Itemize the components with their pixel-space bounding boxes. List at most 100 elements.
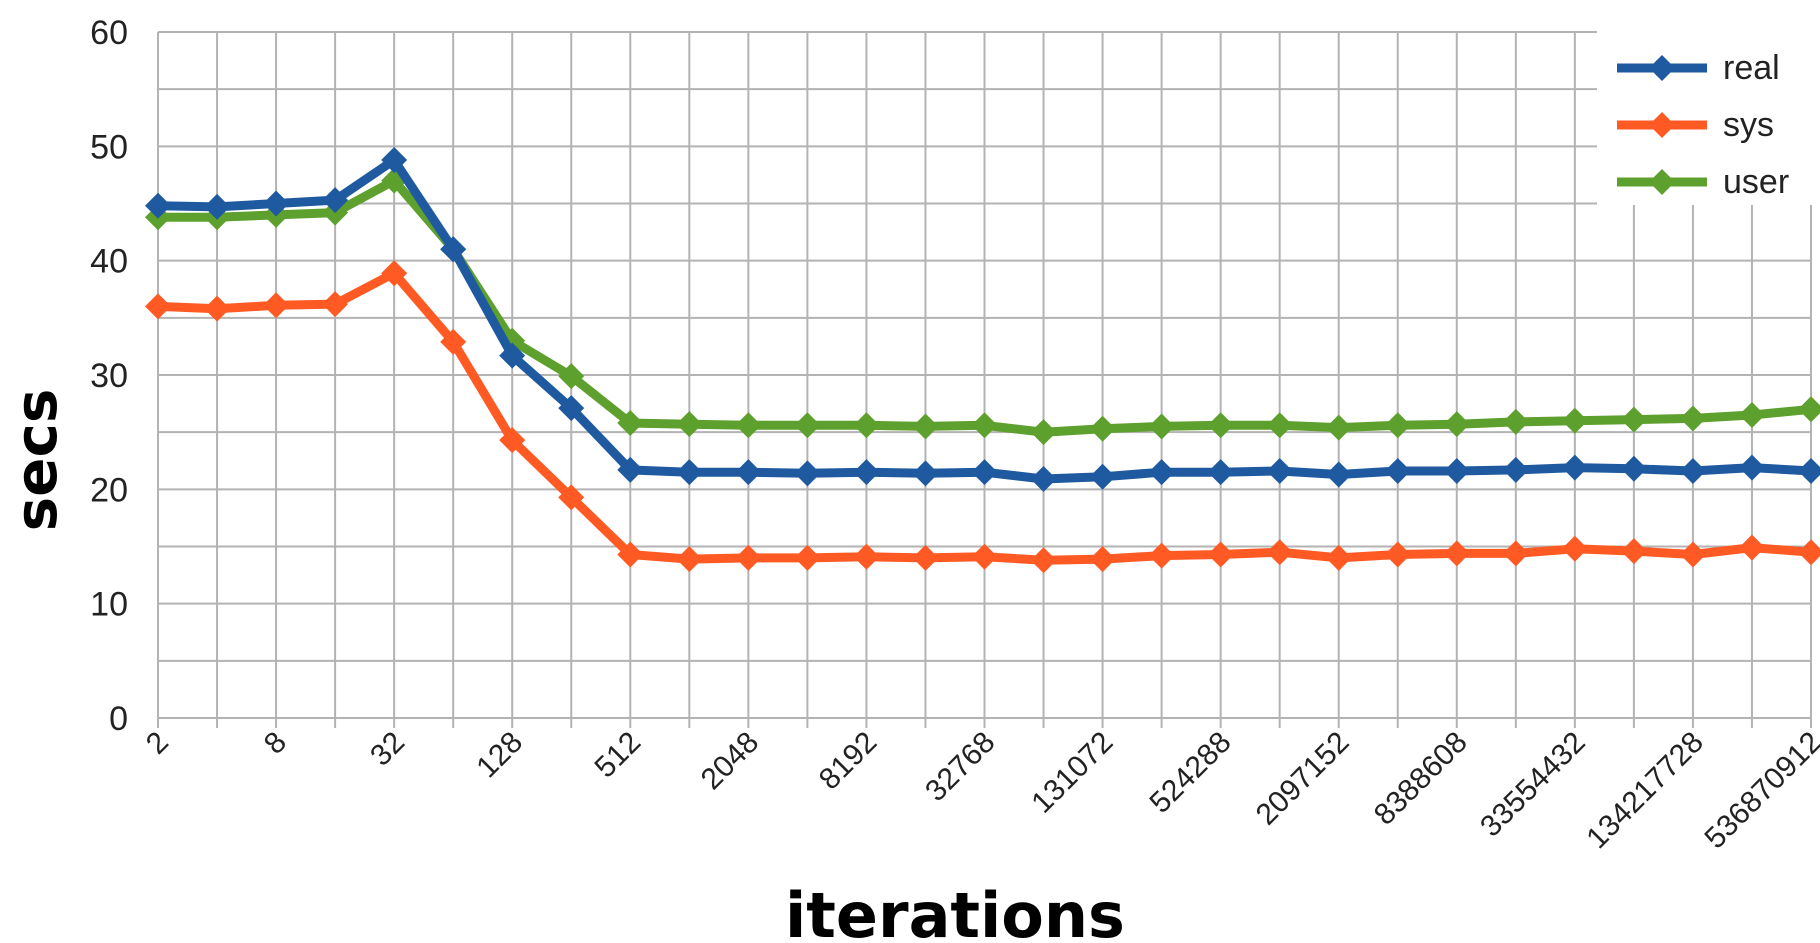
legend-marker-real xyxy=(1649,55,1675,81)
data-point-sys xyxy=(322,291,349,318)
data-point-user xyxy=(853,412,880,439)
series-user xyxy=(145,167,1820,446)
data-point-user xyxy=(558,363,585,390)
data-point-sys xyxy=(1679,541,1706,568)
data-point-user xyxy=(1679,405,1706,432)
data-point-sys xyxy=(440,328,467,355)
data-point-user xyxy=(1148,413,1175,440)
data-point-real xyxy=(1148,459,1175,486)
data-point-real xyxy=(499,342,526,369)
data-point-sys xyxy=(1207,541,1234,568)
data-point-sys xyxy=(1089,546,1116,573)
data-point-real xyxy=(971,459,998,486)
x-tick-label: 2048 xyxy=(695,726,766,797)
data-point-user xyxy=(1620,406,1647,433)
data-point-user xyxy=(971,412,998,439)
data-point-real xyxy=(204,193,231,220)
data-point-sys xyxy=(1620,538,1647,565)
legend-box xyxy=(1597,10,1812,205)
data-point-user xyxy=(1561,407,1588,434)
data-point-real xyxy=(1561,454,1588,481)
data-point-real xyxy=(1266,458,1293,485)
x-tick-label: 128 xyxy=(470,726,529,785)
data-point-sys xyxy=(1798,539,1820,566)
data-point-real xyxy=(676,459,703,486)
data-point-sys xyxy=(499,427,526,454)
data-point-user xyxy=(1089,415,1116,442)
data-point-sys xyxy=(558,484,585,511)
data-point-sys xyxy=(204,295,231,322)
y-tick-label: 30 xyxy=(90,357,128,395)
data-point-real xyxy=(1443,458,1470,485)
data-point-real xyxy=(794,460,821,487)
data-point-user xyxy=(1030,419,1057,446)
data-point-sys xyxy=(1502,540,1529,567)
data-point-real xyxy=(735,459,762,486)
data-point-real xyxy=(912,460,939,487)
data-point-sys xyxy=(1561,535,1588,562)
data-point-user xyxy=(1798,396,1820,423)
data-point-real xyxy=(322,187,349,214)
legend-label-sys: sys xyxy=(1723,106,1774,144)
data-point-user xyxy=(1207,412,1234,439)
data-point-real xyxy=(1679,458,1706,485)
y-tick-label: 20 xyxy=(90,471,128,509)
x-tick-label: 131072 xyxy=(1025,726,1119,820)
data-point-sys xyxy=(145,293,171,320)
grid-lines xyxy=(157,31,1812,728)
y-axis-ticks: 0 10 20 30 40 50 60 xyxy=(90,14,128,738)
legend-label-real: real xyxy=(1723,49,1780,87)
data-point-sys xyxy=(1148,542,1175,569)
x-tick-label: 2097152 xyxy=(1250,726,1356,832)
x-tick-label: 8388608 xyxy=(1368,726,1474,832)
data-point-real xyxy=(617,456,644,483)
x-tick-label: 32768 xyxy=(919,726,1001,808)
data-point-sys xyxy=(912,544,939,571)
data-point-real xyxy=(1620,455,1647,482)
y-tick-label: 40 xyxy=(90,243,128,281)
x-tick-label: 134217728 xyxy=(1580,726,1710,856)
x-tick-label: 512 xyxy=(589,726,648,785)
data-point-sys xyxy=(1266,539,1293,566)
data-point-real xyxy=(1089,463,1116,490)
data-point-real xyxy=(558,395,585,422)
data-point-real xyxy=(263,190,290,217)
data-point-real xyxy=(1738,454,1765,481)
data-point-sys xyxy=(263,292,290,319)
y-axis-label: secs xyxy=(2,389,70,532)
legend-label-user: user xyxy=(1723,163,1789,201)
x-tick-label: 2 xyxy=(140,726,175,761)
data-point-real xyxy=(145,192,171,219)
data-point-sys xyxy=(1384,541,1411,568)
series-sys xyxy=(145,260,1820,574)
data-point-sys xyxy=(971,543,998,570)
x-tick-label: 536870912 xyxy=(1698,726,1820,856)
data-point-user xyxy=(912,413,939,440)
data-point-sys xyxy=(794,544,821,571)
data-point-sys xyxy=(1325,544,1352,571)
data-point-real xyxy=(1798,458,1820,485)
series-layer xyxy=(145,147,1820,574)
data-point-user xyxy=(1738,402,1765,429)
data-point-user xyxy=(794,412,821,439)
data-point-real xyxy=(1030,466,1057,493)
data-point-user xyxy=(1443,411,1470,438)
data-point-real xyxy=(1384,458,1411,485)
data-point-sys xyxy=(381,260,408,287)
x-axis-label: iterations xyxy=(785,879,1125,943)
data-point-user xyxy=(676,411,703,438)
data-point-user xyxy=(1266,412,1293,439)
y-tick-label: 50 xyxy=(90,128,128,166)
legend: real sys user xyxy=(1597,10,1812,205)
data-point-real xyxy=(1325,461,1352,488)
data-point-real xyxy=(440,236,467,263)
x-tick-label: 8192 xyxy=(813,726,884,797)
data-point-user xyxy=(1325,414,1352,441)
x-tick-label: 32 xyxy=(364,726,411,773)
legend-marker-user xyxy=(1649,169,1675,195)
y-tick-label: 10 xyxy=(90,586,128,624)
data-point-real xyxy=(853,459,880,486)
legend-marker-sys xyxy=(1649,112,1675,138)
x-tick-label: 524288 xyxy=(1143,726,1237,820)
